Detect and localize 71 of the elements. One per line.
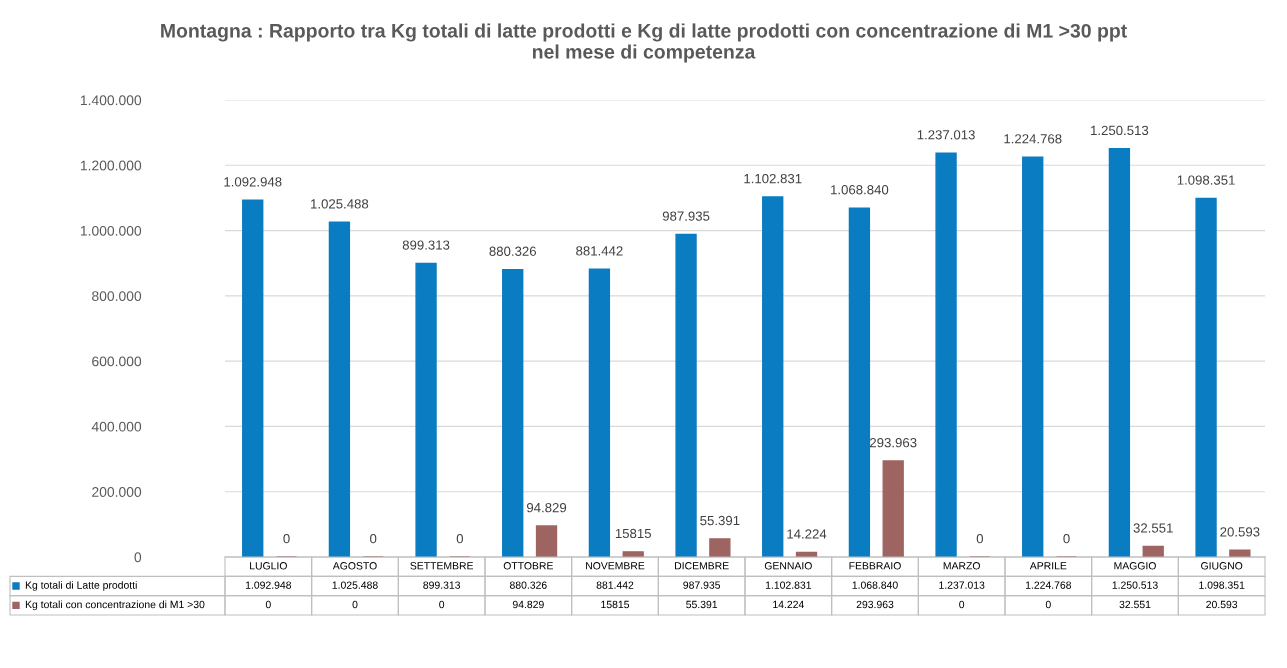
text: 0	[1063, 533, 1070, 544]
y-tick-label: 400.000	[91, 421, 142, 432]
text: 20.593	[1220, 527, 1260, 537]
data-label: 0	[1045, 600, 1051, 609]
data-label: 0	[959, 600, 965, 609]
x-tick-label: DICEMBRE	[675, 562, 729, 570]
y-tick-label: 1.200.000	[80, 160, 142, 171]
data-label: 0	[352, 600, 358, 609]
y-tick-label: 600.000	[92, 356, 142, 367]
text: 1.092.948	[224, 177, 282, 187]
data-label: 0	[439, 600, 445, 609]
y-tick-label: 0	[134, 552, 142, 563]
text: 14.224	[787, 529, 827, 539]
text: 0	[370, 533, 377, 544]
x-tick-label: SETTEMBRE	[410, 562, 474, 570]
text: 880.326	[489, 246, 536, 256]
data-label: 880.326	[509, 581, 547, 589]
x-tick-label: OTTOBRE	[503, 562, 553, 570]
text: 1.102.831	[744, 173, 802, 184]
x-tick-label: AGOSTO	[332, 562, 377, 570]
data-label: 293.963	[856, 600, 894, 609]
data-label: 55.391	[686, 600, 718, 609]
x-tick-label: NOVEMBRE	[586, 562, 645, 570]
data-label: 1.098.351	[1199, 581, 1245, 589]
data-label: 15815	[601, 600, 630, 609]
text: 1.068.840	[831, 185, 889, 195]
text: 32.551	[1133, 523, 1173, 533]
data-label: 1.068.840	[852, 581, 898, 589]
chart-title: Montagna : Rapporto tra Kg totali di latte prodotti e Kg di latte prodotti con concentrazione di M1 >30 ppt nel mese di competenza	[161, 23, 1127, 63]
text: 1.237.013	[917, 130, 975, 140]
y-tick-label: 1.400.000	[80, 95, 142, 106]
data-label: 1.102.831	[765, 581, 811, 589]
x-tick-label: MARZO	[943, 562, 980, 570]
text: 15815	[615, 528, 651, 539]
x-tick-label: GIUGNO	[1201, 562, 1243, 570]
y-tick-label: 1.000.000	[80, 225, 142, 236]
data-label: 0	[265, 600, 271, 609]
data-label: 1.092.948	[245, 581, 292, 589]
legend-label: Kg totali con concentrazione di M1 >30	[25, 600, 205, 611]
text: 0	[456, 533, 464, 544]
text: 0	[283, 533, 290, 544]
x-tick-label: APRILE	[1029, 562, 1067, 570]
text: 55.391	[700, 515, 740, 526]
data-label: 14.224	[773, 600, 804, 609]
data-label: 987.935	[683, 581, 721, 589]
text: 1.098.351	[1177, 175, 1235, 185]
legend-label: Kg totali di Latte prodotti	[25, 581, 137, 591]
data-label: 32.551	[1119, 600, 1151, 609]
data-label: 94.829	[512, 600, 544, 609]
data-label: 20.593	[1206, 600, 1238, 609]
data-label: 1.025.488	[332, 581, 378, 589]
text: 987.935	[662, 211, 710, 221]
text: 94.829	[526, 502, 567, 513]
text: 0	[976, 533, 984, 544]
text: 1.224.768	[1004, 134, 1062, 144]
text: 1.025.488	[311, 199, 369, 209]
x-tick-label: FEBBRAIO	[849, 562, 901, 570]
x-tick-label: GENNAIO	[764, 562, 812, 570]
text: 293.963	[870, 437, 917, 448]
x-tick-label: MAGGIO	[1114, 562, 1156, 570]
y-tick-label: 800.000	[92, 291, 142, 302]
data-label: 899.313	[423, 581, 461, 589]
data-label: 1.250.513	[1112, 581, 1158, 589]
data-label: 1.224.768	[1025, 581, 1072, 589]
text: 1.250.513	[1091, 125, 1149, 136]
text: 899.313	[402, 240, 450, 250]
text: 881.442	[576, 246, 623, 256]
data-label: 881.442	[596, 581, 634, 589]
y-tick-label: 200.000	[92, 487, 142, 497]
x-tick-label: LUGLIO	[250, 562, 287, 570]
data-label: 1.237.013	[939, 581, 985, 589]
